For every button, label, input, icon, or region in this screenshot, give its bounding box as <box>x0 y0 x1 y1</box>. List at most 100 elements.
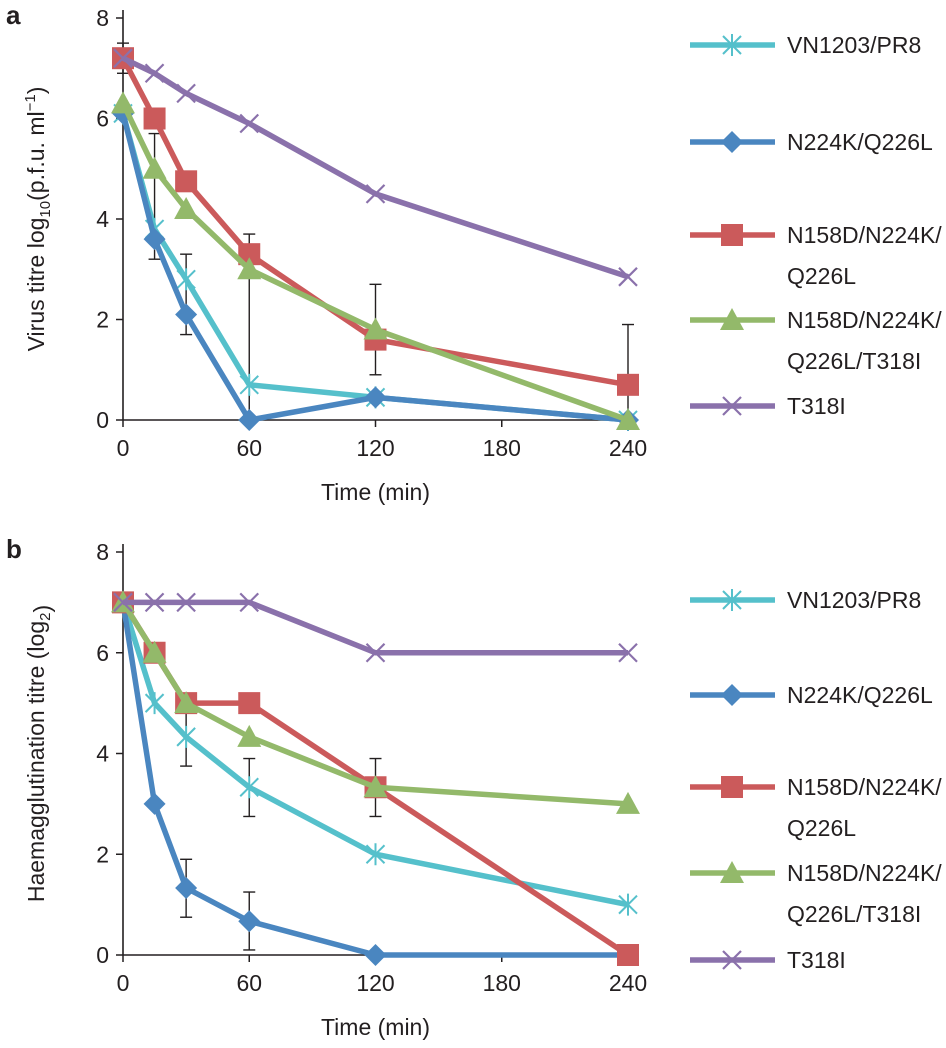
legend-label: N158D/N224K/ <box>787 222 942 248</box>
data-point <box>144 692 165 715</box>
series-t318i <box>113 592 638 663</box>
x-tick-label: 180 <box>483 435 521 461</box>
y-axis-title-sub: 2 <box>37 613 54 621</box>
data-point <box>364 386 387 409</box>
y-axis-title: Haemagglutination titre (log2) <box>23 605 55 902</box>
y-tick-label: 2 <box>96 841 109 867</box>
legend-item-n224k-q226l: N224K/Q226L <box>690 129 933 155</box>
legend-swatch-marker-shape <box>721 131 743 153</box>
series-vn1203-pr8 <box>113 591 638 916</box>
x-tick-label: 0 <box>117 970 130 996</box>
legend-swatch-marker <box>722 396 742 416</box>
legend-swatch-marker-stroke <box>722 396 742 416</box>
x-tick-label: 180 <box>483 970 521 996</box>
data-point <box>365 843 386 866</box>
y-tick-label: 0 <box>96 407 109 433</box>
legend-label: VN1203/PR8 <box>787 32 921 58</box>
y-tick-label: 8 <box>96 539 109 565</box>
data-point-shape <box>616 408 640 430</box>
x-tick-label: 120 <box>356 435 394 461</box>
legend: VN1203/PR8N224K/Q226LN158D/N224K/Q226LN1… <box>690 32 942 419</box>
data-point <box>363 775 388 798</box>
data-point-shape <box>174 691 199 714</box>
data-point-shape <box>111 91 135 114</box>
x-axis-title: Time (min) <box>321 1014 430 1040</box>
legend-swatch-marker <box>722 589 742 611</box>
series-line <box>120 601 628 958</box>
data-point-stroke <box>239 113 260 134</box>
data-point <box>176 268 196 291</box>
x-tick-label: 240 <box>609 970 647 996</box>
legend-swatch-marker <box>722 34 742 56</box>
legend-item-n158d-n224k-q226l: N158D/N224K/Q226L <box>690 774 942 841</box>
series-line <box>123 599 628 656</box>
y-axis-title: Virus titre log10(p.f.u. ml−1) <box>22 87 54 352</box>
legend-swatch-marker <box>721 224 743 246</box>
data-point-shape <box>143 228 166 251</box>
chart-panel-a: a 0 2 4 6 8 0 60 120 180 240 Time (min) Virus titre … <box>6 0 942 505</box>
y-tick-label: 4 <box>96 741 109 767</box>
data-point-stroke <box>618 642 638 663</box>
data-point-shape <box>175 170 198 193</box>
legend-label: Q226L <box>787 263 856 289</box>
data-point <box>365 184 386 204</box>
legend-swatch-marker <box>720 861 744 883</box>
legend-swatch-marker <box>721 776 743 798</box>
data-point <box>238 409 261 431</box>
data-point <box>142 640 167 663</box>
legend-swatch-marker <box>721 684 743 706</box>
series-line <box>120 102 629 423</box>
data-point-stroke <box>144 63 165 84</box>
data-point <box>239 113 260 134</box>
data-point-stroke <box>618 267 638 287</box>
data-point <box>143 792 166 815</box>
legend-swatch-marker-shape <box>720 861 744 883</box>
y-axis-title-sub: 10 <box>37 201 54 218</box>
x-tick-label: 120 <box>356 970 394 996</box>
legend-item-vn1203-pr8: VN1203/PR8 <box>690 587 921 613</box>
data-point <box>239 592 260 613</box>
data-point-shape <box>237 724 262 747</box>
y-tick-label: 8 <box>96 5 109 31</box>
x-tick-label: 60 <box>236 435 262 461</box>
data-point <box>617 373 639 396</box>
legend-swatch-marker-shape <box>721 776 743 798</box>
data-point <box>365 642 386 663</box>
y-axis-title-close: ) <box>29 605 55 613</box>
series-n224k-q226l <box>112 102 639 431</box>
data-point-shape <box>363 775 388 798</box>
data-point-shape <box>364 944 387 966</box>
legend-label: Q226L <box>787 815 856 841</box>
legend: VN1203/PR8N224K/Q226LN158D/N224K/Q226LN1… <box>690 587 942 973</box>
data-point <box>175 303 198 326</box>
data-point <box>616 408 640 430</box>
data-point-stroke <box>176 592 196 613</box>
legend-swatch-marker-stroke <box>722 950 742 970</box>
y-tick-label: 4 <box>96 206 109 232</box>
data-point-shape <box>175 303 198 326</box>
legend-item-n158d-n224k-q226l-t318i: N158D/N224K/Q226L/T318I <box>690 860 942 927</box>
legend-label: N158D/N224K/ <box>787 774 942 800</box>
data-point-shape <box>237 257 262 280</box>
data-point <box>144 63 165 84</box>
data-point <box>238 910 261 933</box>
data-point <box>174 196 199 219</box>
data-point-shape <box>363 317 388 340</box>
legend-swatch-marker-shape <box>721 684 743 706</box>
legend-label: Q226L/T318I <box>787 348 921 374</box>
legend-label: VN1203/PR8 <box>787 587 921 613</box>
data-point <box>175 170 198 193</box>
y-tick-label: 2 <box>96 307 109 333</box>
data-point <box>617 944 639 966</box>
data-point <box>142 156 167 179</box>
data-point <box>176 592 196 613</box>
legend-swatch-marker-shape <box>720 308 744 330</box>
data-point-shape <box>617 373 639 396</box>
data-point <box>239 373 259 396</box>
legend-label: T318I <box>787 393 846 419</box>
x-tick-label: 60 <box>236 970 262 996</box>
legend-swatch-marker <box>720 308 744 330</box>
data-point <box>176 725 196 748</box>
